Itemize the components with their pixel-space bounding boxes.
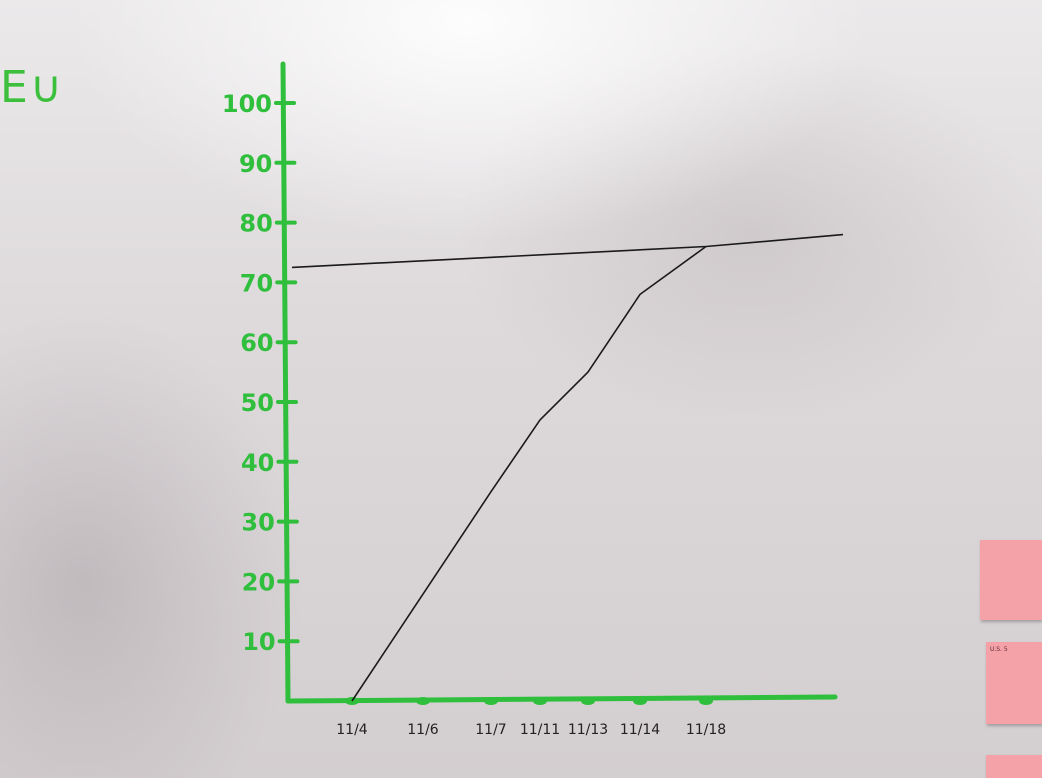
ticks: 10 20 30 40 50 60 70 80 90 100 11/4 11/6 11/7 11/11 11… [222,90,726,738]
axes [280,61,838,704]
x-tick-mark [484,697,498,705]
y-tick-label: 60 [240,329,273,357]
x-tick-label: 11/11 [520,722,560,738]
y-tick-label: 100 [222,90,272,118]
x-tick-label: 11/7 [475,722,506,738]
x-tick-label: 11/6 [407,722,439,738]
y-tick-label: 70 [240,269,273,297]
x-tick-label: 11/14 [620,722,660,738]
series-lines [291,233,844,702]
y-axis-line [280,61,291,704]
corner-scrawl: E∪ [0,62,65,113]
x-tick-label: 11/13 [568,722,608,738]
x-tick-mark [533,697,547,705]
x-axis-line [285,694,838,704]
sticky-note-line: U.S. 5 [990,646,1008,653]
y-tick-label: 30 [241,509,274,537]
x-tick-mark [699,697,713,705]
y-tick-label: 40 [241,449,274,477]
sticky-note: U.S. 5 [986,642,1042,724]
series-line-rising [351,245,707,702]
x-tick-mark [633,697,647,705]
x-tick-label: 11/4 [336,722,368,738]
series-line-flat [291,233,844,269]
x-tick-label: 11/18 [686,722,726,738]
y-tick-label: 50 [241,389,274,417]
y-tick-label: 20 [242,568,275,596]
x-tick-mark [416,697,430,705]
y-tick-label: 90 [239,150,272,178]
sticky-note [986,755,1042,778]
x-tick-mark [581,697,595,705]
sticky-note [980,540,1042,620]
y-tick-label: 10 [242,628,275,656]
y-tick-label: 80 [239,210,272,238]
